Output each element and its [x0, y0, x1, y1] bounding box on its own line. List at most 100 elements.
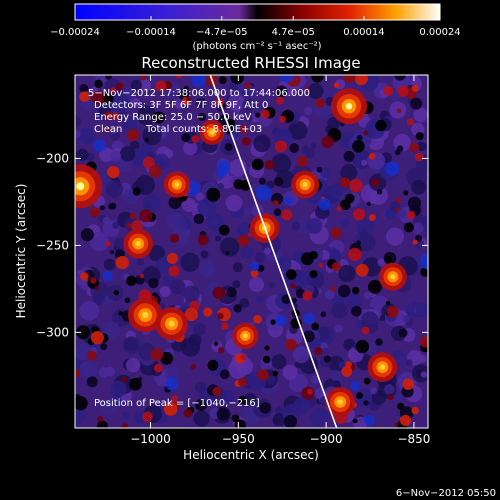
heatmap-cell [327, 183, 344, 200]
heatmap-cell [237, 234, 250, 247]
heatmap-cell [292, 346, 310, 364]
heatmap-cell [166, 212, 185, 231]
heatmap-cell [255, 112, 261, 118]
heatmap-cell [238, 377, 247, 387]
heatmap-cell [212, 286, 226, 300]
heatmap-cell [136, 258, 145, 266]
heatmap-cell [356, 392, 363, 400]
heatmap-cell [315, 98, 326, 108]
heatmap-cell [195, 192, 205, 202]
heatmap-cell [264, 345, 270, 351]
heatmap-cell [142, 156, 155, 169]
heatmap-cell [251, 158, 264, 171]
heatmap-cell [253, 134, 271, 153]
heatmap-cell [152, 111, 165, 124]
heatmap-cell [266, 375, 276, 385]
heatmap-cell [311, 75, 324, 83]
heatmap-cell [254, 252, 265, 263]
heatmap-cell [213, 341, 219, 346]
heatmap-cell [311, 322, 320, 331]
heatmap-cell [351, 305, 362, 317]
heatmap-cell [122, 411, 130, 419]
heatmap-cell [413, 107, 428, 123]
heatmap-cell [165, 377, 179, 391]
heatmap-cell [280, 75, 295, 83]
heatmap-cell [124, 297, 131, 304]
heatmap-cell [257, 369, 269, 381]
heatmap-cell [376, 188, 383, 195]
heatmap-cell [94, 286, 99, 291]
heatmap-cell [398, 328, 408, 338]
heatmap-cell [291, 297, 297, 304]
heatmap-cell [363, 130, 369, 136]
heatmap-cell [336, 206, 342, 212]
heatmap-cell [314, 347, 323, 356]
x-tick-label: −950 [222, 432, 255, 446]
heatmap-cell [222, 389, 235, 403]
heatmap-cell [118, 310, 124, 316]
annotation-detectors: Detectors: 3F 5F 6F 7F 8F 9F, Att 0 [94, 100, 268, 111]
heatmap-cell [307, 83, 324, 100]
heatmap-cell [217, 182, 224, 190]
heatmap-cell [410, 97, 423, 110]
heatmap-cell [262, 355, 271, 364]
y-tick-label: −300 [36, 325, 69, 339]
heatmap-cell [283, 414, 298, 428]
heatmap-cell [385, 300, 391, 306]
heatmap-cell [75, 255, 79, 263]
heatmap-cell [113, 237, 127, 251]
heatmap-cell [412, 222, 424, 234]
heatmap-cell [203, 307, 213, 317]
heatmap-cell [285, 269, 297, 280]
heatmap-cell [79, 91, 90, 102]
heatmap-cell [399, 414, 412, 427]
heatmap-cell [330, 369, 341, 381]
heatmap-cell [396, 108, 402, 114]
heatmap-cell [148, 165, 162, 178]
footer-timestamp: 6−Nov−2012 05:50 [396, 488, 496, 499]
heatmap-cell [371, 390, 386, 405]
heatmap-cell [129, 212, 137, 220]
heatmap-cell [184, 307, 199, 322]
heatmap-cell [339, 177, 351, 188]
heatmap-cell [166, 252, 178, 264]
heatmap-cell [193, 213, 205, 225]
heatmap-cell [130, 79, 142, 92]
heatmap-cell [183, 408, 193, 418]
heatmap-cell [140, 75, 146, 81]
heatmap-cell [75, 396, 88, 411]
heatmap-cell [90, 277, 97, 284]
heatmap-cell [420, 371, 428, 378]
heatmap-cell [385, 161, 400, 176]
limb-line [209, 74, 338, 429]
heatmap-cell [150, 348, 164, 361]
heatmap-cell [99, 147, 114, 163]
colorbar-tick-label: 0.00024 [419, 27, 460, 38]
heatmap-cell [80, 272, 89, 281]
heatmap-cell [363, 377, 371, 385]
heatmap-cell [414, 152, 424, 162]
heatmap-cell [131, 220, 143, 232]
heatmap-cell [270, 319, 276, 325]
heatmap-cell [224, 143, 233, 152]
y-tick-label: −200 [36, 151, 69, 165]
heatmap-cell [206, 187, 221, 202]
heatmap-cell [343, 150, 355, 162]
annotation-time: 5−Nov−2012 17:38:06.000 to 17:44:06.000 [88, 88, 310, 99]
hot-spot [168, 320, 175, 327]
heatmap-cell [232, 280, 241, 289]
heatmap-cell [259, 177, 266, 185]
heatmap-cell [244, 82, 251, 89]
heatmap-cell [363, 292, 372, 300]
hot-spot [135, 241, 141, 247]
heatmap-cell [384, 384, 395, 395]
heatmap-cell [318, 197, 331, 211]
heatmap-cell [310, 142, 317, 149]
heatmap-cell [256, 295, 264, 304]
heatmap-cell [396, 197, 402, 203]
heatmap-cell [352, 208, 366, 221]
heatmap-cell [357, 233, 376, 252]
heatmap-cell [402, 378, 414, 390]
heatmap-cell [197, 234, 209, 246]
